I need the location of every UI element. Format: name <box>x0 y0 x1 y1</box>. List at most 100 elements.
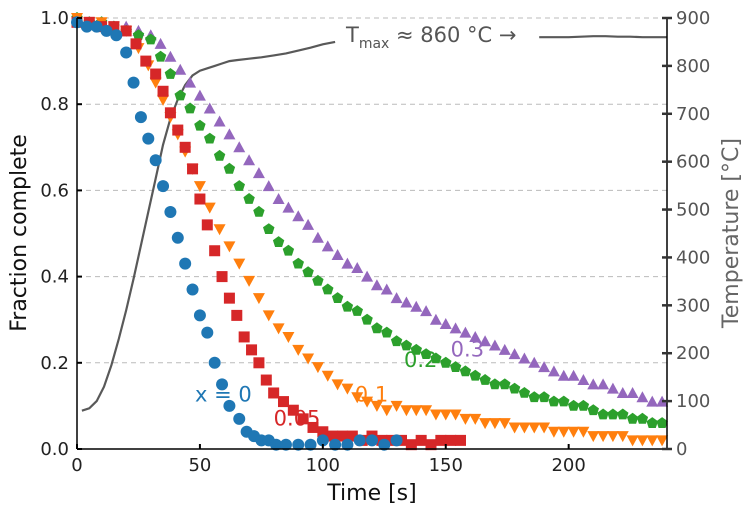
data-point <box>577 399 590 411</box>
data-point <box>449 361 462 372</box>
data-point <box>479 335 492 347</box>
y2-tick-label: 500 <box>676 200 710 221</box>
data-point <box>538 361 551 373</box>
data-point <box>216 271 228 283</box>
data-point <box>538 422 551 434</box>
data-point <box>157 94 170 106</box>
temperature-series <box>81 35 667 412</box>
data-point <box>405 439 417 451</box>
data-point <box>154 50 167 62</box>
data-point <box>233 258 246 270</box>
y-tick-label: 1.0 <box>40 8 69 29</box>
data-point <box>201 326 214 339</box>
data-point <box>597 378 610 390</box>
tmax-annotation-post: ≈ 860 °C → <box>389 23 516 47</box>
data-point <box>108 21 120 33</box>
data-point <box>203 102 216 114</box>
data-point <box>351 305 363 316</box>
data-point <box>455 434 466 446</box>
data-point <box>390 335 403 347</box>
data-point <box>449 409 462 421</box>
data-point <box>260 374 272 386</box>
data-point <box>429 409 442 421</box>
data-point <box>371 322 383 334</box>
data-point <box>557 426 570 438</box>
data-point <box>646 417 658 428</box>
y-tick-label: 0.0 <box>40 439 69 460</box>
data-point <box>341 257 354 269</box>
data-point <box>321 370 334 382</box>
data-point <box>213 149 226 161</box>
series-3 <box>71 12 668 428</box>
data-point <box>252 167 265 179</box>
data-point <box>353 434 366 447</box>
data-point <box>223 128 236 140</box>
data-point <box>341 300 354 312</box>
data-point <box>499 378 511 390</box>
data-point <box>459 413 472 425</box>
data-point <box>439 409 452 421</box>
data-point <box>607 408 619 420</box>
data-point <box>179 257 192 270</box>
data-point <box>351 392 364 404</box>
data-point <box>272 236 285 247</box>
data-point <box>636 391 649 403</box>
y-tick-label: 0.6 <box>40 180 69 201</box>
data-point <box>252 293 265 305</box>
data-point <box>459 365 472 377</box>
data-point <box>317 426 329 438</box>
data-point <box>331 249 344 261</box>
data-point <box>616 431 629 443</box>
data-point <box>380 405 393 417</box>
data-point <box>656 435 669 447</box>
data-point <box>518 387 531 398</box>
data-point <box>150 68 162 80</box>
data-point <box>194 193 206 205</box>
data-point <box>410 405 423 417</box>
data-point <box>272 323 285 335</box>
data-point <box>164 205 177 218</box>
data-point <box>100 24 113 37</box>
data-point <box>636 412 649 424</box>
data-point <box>329 438 342 451</box>
fraction-series <box>71 12 669 451</box>
data-point <box>120 46 133 59</box>
data-point <box>279 438 292 451</box>
data-point <box>262 180 275 192</box>
series-label: x = 0 <box>195 383 252 407</box>
data-point <box>120 25 132 37</box>
y2-tick-label: 100 <box>676 391 710 412</box>
data-point <box>213 224 226 236</box>
data-point <box>557 369 570 381</box>
data-point <box>203 202 216 214</box>
data-point <box>307 421 319 433</box>
tmax-annotation-sub: max <box>359 36 390 52</box>
data-point <box>194 119 206 131</box>
data-point <box>366 434 378 447</box>
series-label: 0.2 <box>404 348 437 372</box>
data-point <box>272 193 285 205</box>
y-tick-label: 0.2 <box>40 353 69 374</box>
y-axis-title: Fraction complete <box>7 134 32 332</box>
data-point <box>201 219 213 231</box>
data-point <box>171 231 184 244</box>
data-point <box>378 438 391 451</box>
data-point <box>297 413 309 425</box>
data-point <box>302 218 315 230</box>
data-point <box>425 439 437 451</box>
data-point <box>209 245 221 257</box>
data-point <box>646 395 659 407</box>
data-point <box>208 356 221 369</box>
data-point <box>420 348 432 359</box>
data-point <box>292 438 305 451</box>
data-point <box>145 33 157 45</box>
data-point <box>213 115 226 127</box>
y2-tick-label: 600 <box>676 152 710 173</box>
data-point <box>268 387 280 399</box>
data-point <box>149 154 162 167</box>
data-point <box>606 382 619 394</box>
data-point <box>292 344 305 356</box>
data-point <box>322 283 334 295</box>
data-point <box>179 141 191 153</box>
data-point <box>149 77 162 89</box>
